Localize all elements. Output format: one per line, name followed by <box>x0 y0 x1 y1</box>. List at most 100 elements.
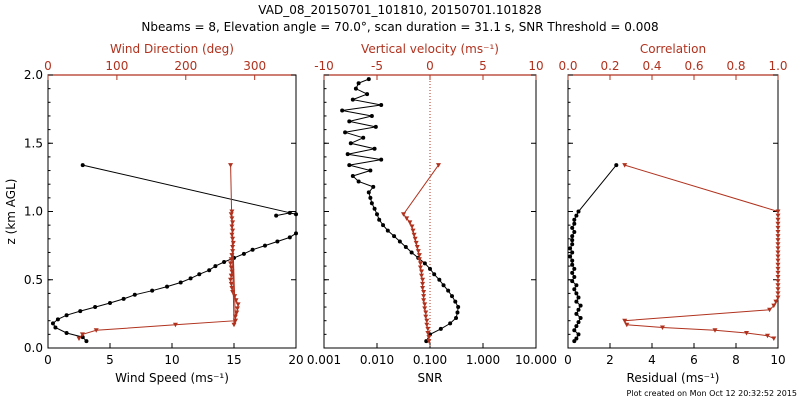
residual-point-triangle <box>775 258 781 264</box>
residual-point-triangle <box>765 333 770 339</box>
wind-point-dot <box>263 243 267 248</box>
vertical-point-triangle <box>417 265 423 270</box>
residual-point-dot <box>576 209 581 214</box>
vertical-point-dot <box>366 77 371 82</box>
residual-point-triangle <box>712 328 718 333</box>
residual-point-dot <box>576 332 581 337</box>
vertical-point-dot <box>356 81 361 86</box>
wind-point-triangle <box>230 236 236 242</box>
residual-frame <box>567 74 779 349</box>
vertical-point-dot <box>375 212 379 217</box>
wind-point-triangle <box>230 240 236 246</box>
residual-point-dot <box>578 303 583 308</box>
x-bottom-tick-label: 2 <box>606 353 614 367</box>
vertical-point-triangle <box>424 318 430 324</box>
residual-point-triangle <box>775 275 781 280</box>
residual-point-triangle <box>775 242 781 247</box>
residual-point-triangle <box>622 318 628 324</box>
wind-bottom-axis-label: Wind Speed (ms⁻¹) <box>115 371 229 385</box>
vertical-point-triangle <box>421 290 427 295</box>
vertical-point-dot <box>372 206 377 211</box>
wind-point-triangle <box>233 298 239 303</box>
wind-top-axis-label: Wind Direction (deg) <box>110 42 234 56</box>
wind-point-triangle <box>228 163 234 168</box>
residual-point-triangle <box>775 229 781 235</box>
vertical-point-dot <box>446 288 451 293</box>
residual-point-triangle <box>767 307 773 313</box>
vertical-point-dot <box>347 163 352 168</box>
residual-point-triangle <box>775 246 781 251</box>
residual-point-triangle <box>775 287 781 292</box>
vertical-point-dot <box>455 310 460 315</box>
residual-point-triangle <box>775 250 781 255</box>
vertical-point-dot <box>366 190 371 195</box>
wind-point-triangle <box>229 209 235 214</box>
chart-title-line1: VAD_08_20150701_101810, 20150701.101828 <box>258 3 541 17</box>
vertical-point-triangle <box>435 163 441 168</box>
wind-point-dot <box>132 292 137 297</box>
wind-point-dot <box>53 325 58 330</box>
footer-timestamp: Plot created on Mon Oct 12 20:32:52 2015 <box>627 389 797 398</box>
residual-point-dot <box>574 336 579 341</box>
y-tick-label: 0.5 <box>24 273 43 287</box>
y-tick-label: 2.0 <box>24 68 43 82</box>
vertical-point-dot <box>397 239 402 244</box>
vertical-point-dot <box>437 277 442 282</box>
vertical-point-triangle <box>422 302 428 307</box>
residual-point-dot <box>574 311 579 316</box>
wind-series-1-line <box>82 164 297 217</box>
x-bottom-tick-label: 10 <box>770 353 785 367</box>
vertical-point-dot <box>438 326 443 331</box>
residual-point-triangle <box>771 303 777 309</box>
residual-point-triangle <box>775 295 781 300</box>
residual-series-1-line <box>623 164 779 339</box>
wind-point-triangle <box>234 310 240 316</box>
residual-point-triangle <box>775 221 781 227</box>
x-bottom-tick-label: 0 <box>564 353 572 367</box>
vertical-point-dot <box>368 168 373 173</box>
wind-point-triangle <box>172 322 178 328</box>
residual-point-triangle <box>775 266 781 272</box>
wind-point-triangle <box>76 336 82 341</box>
residual-point-triangle <box>775 213 781 219</box>
x-top-tick-label: 10 <box>528 59 543 73</box>
wind-point-dot <box>250 247 255 252</box>
vertical-point-dot <box>348 141 353 146</box>
vertical-panel: 0.001 0.010 0.100 1.000 10.000 SNR -10 -5 0 5 10 Ve… <box>307 42 557 385</box>
vertical-point-dot <box>379 157 384 162</box>
wind-point-triangle <box>231 322 237 328</box>
wind-point-triangle <box>235 302 241 307</box>
x-bottom-tick-label: 0.001 <box>307 353 341 367</box>
x-top-tick-label: 0.6 <box>684 59 703 73</box>
wind-point-dot <box>150 288 155 293</box>
residual-point-dot <box>570 242 575 247</box>
x-top-tick-label: 100 <box>105 59 128 73</box>
residual-point-dot <box>568 246 573 251</box>
residual-point-dot <box>574 299 579 304</box>
residual-point-dot <box>570 262 575 267</box>
vertical-point-dot <box>345 152 350 157</box>
vertical-point-dot <box>365 92 370 97</box>
wind-point-dot <box>241 251 246 256</box>
wind-point-dot <box>287 235 292 240</box>
residual-point-dot <box>570 234 575 239</box>
vertical-point-triangle <box>414 244 420 250</box>
vertical-point-dot <box>377 217 382 222</box>
vertical-point-dot <box>453 299 458 304</box>
wind-point-dot <box>50 321 55 326</box>
vertical-point-dot <box>448 321 453 326</box>
residual-point-dot <box>576 295 581 300</box>
wind-point-dot <box>80 163 85 168</box>
x-bottom-tick-label: 10.000 <box>515 353 557 367</box>
vertical-point-triangle <box>423 310 429 316</box>
wind-point-triangle <box>230 228 236 234</box>
vertical-point-triangle <box>421 294 427 299</box>
wind-point-dot <box>64 330 69 335</box>
x-top-tick-label: 1.0 <box>768 59 787 73</box>
vertical-point-dot <box>356 179 361 184</box>
residual-point-dot <box>568 254 573 259</box>
x-top-tick-label: 0.2 <box>600 59 619 73</box>
vertical-point-triangle <box>424 322 430 328</box>
vertical-point-dot <box>456 305 461 310</box>
